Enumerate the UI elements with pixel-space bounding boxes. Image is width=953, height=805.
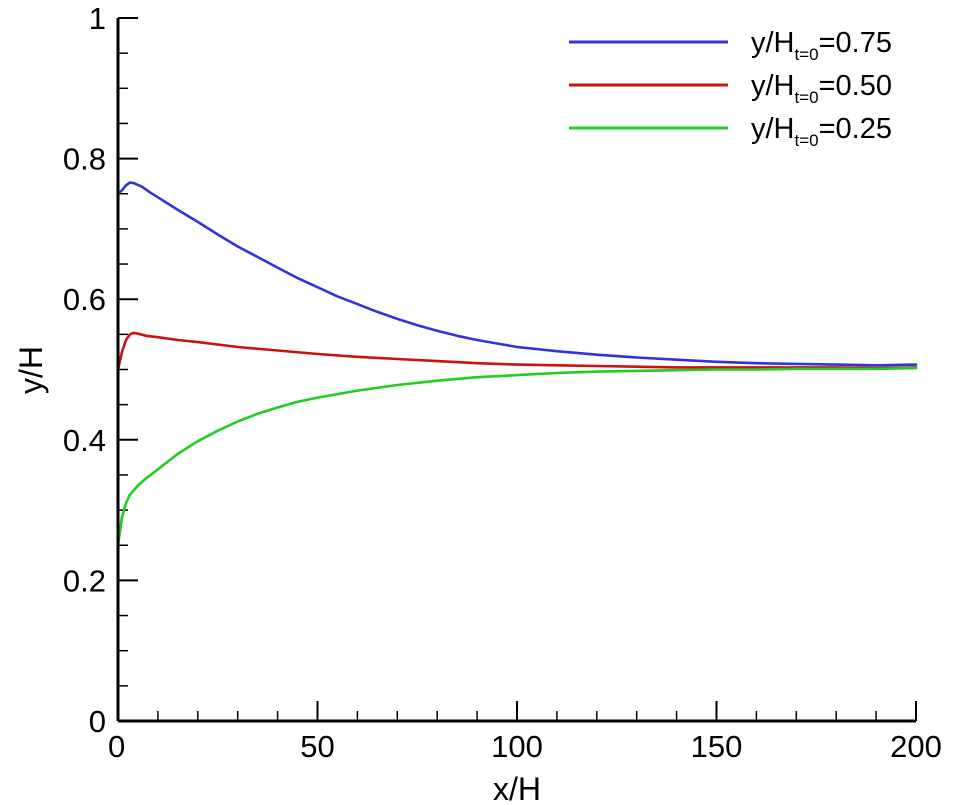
legend-label-value: =0.75: [819, 27, 892, 59]
legend-label-main: y/H: [751, 113, 795, 145]
axes: [116, 18, 916, 723]
legend: y/Ht=0=0.75y/Ht=0=0.50y/Ht=0=0.25: [569, 27, 892, 150]
series-line-3: [116, 366, 918, 547]
legend-label-subscript: t=0: [795, 88, 819, 107]
legend-label-2: y/Ht=0=0.50: [751, 70, 892, 107]
legend-label-3: y/Ht=0=0.25: [751, 113, 892, 150]
legend-label-subscript: t=0: [795, 131, 819, 150]
y-tick-label: 1: [89, 1, 106, 36]
tick-labels: 0 0.2 0.4 0.6 0.8 1 0 50 100 150 200: [63, 1, 942, 764]
legend-label-value: =0.25: [819, 113, 892, 145]
series-line-2: [116, 331, 918, 371]
x-tick-label: 50: [300, 729, 334, 764]
y-tick-label: 0.2: [63, 563, 106, 598]
series-layer: [116, 181, 918, 547]
x-tick-label: 200: [890, 729, 942, 764]
legend-label-main: y/H: [751, 27, 795, 59]
x-axis-label: x/H: [493, 771, 541, 805]
x-tick-label: 150: [691, 729, 743, 764]
series-line-1: [116, 181, 918, 367]
legend-label-subscript: t=0: [795, 45, 819, 64]
y-tick-label: 0.4: [63, 423, 106, 458]
y-axis-label: y/H: [13, 346, 49, 394]
x-tick-label: 100: [491, 729, 543, 764]
x-tick-label: 0: [108, 729, 125, 764]
legend-label-value: =0.50: [819, 70, 892, 102]
y-tick-label: 0: [89, 704, 106, 739]
legend-label-main: y/H: [751, 70, 795, 102]
y-tick-label: 0.8: [63, 142, 106, 177]
y-tick-label: 0.6: [63, 282, 106, 317]
legend-label-1: y/Ht=0=0.75: [751, 27, 892, 64]
